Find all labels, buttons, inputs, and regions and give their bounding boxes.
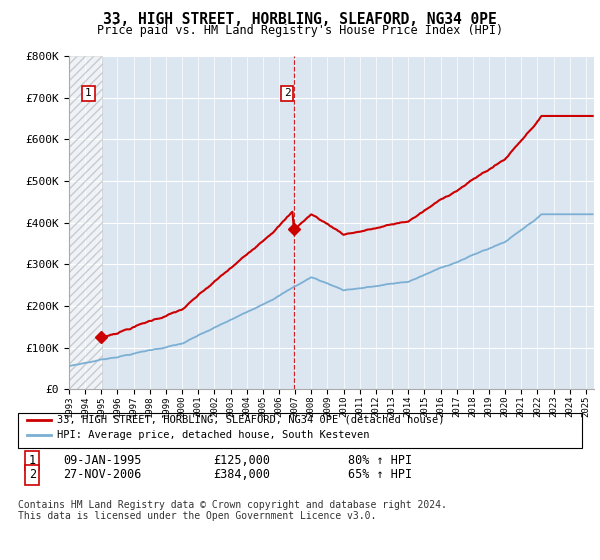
Bar: [69, 56, 102, 389]
Text: 2: 2: [29, 468, 36, 482]
Text: 65% ↑ HPI: 65% ↑ HPI: [348, 468, 412, 482]
Text: £125,000: £125,000: [213, 454, 270, 467]
Text: 09-JAN-1995: 09-JAN-1995: [63, 454, 142, 467]
Text: £384,000: £384,000: [213, 468, 270, 482]
Text: 27-NOV-2006: 27-NOV-2006: [63, 468, 142, 482]
Text: 1: 1: [85, 88, 92, 99]
Text: Contains HM Land Registry data © Crown copyright and database right 2024.
This d: Contains HM Land Registry data © Crown c…: [18, 500, 447, 521]
Text: HPI: Average price, detached house, South Kesteven: HPI: Average price, detached house, Sout…: [57, 430, 370, 440]
Text: 1: 1: [29, 454, 36, 467]
Text: 80% ↑ HPI: 80% ↑ HPI: [348, 454, 412, 467]
Text: 2: 2: [284, 88, 290, 99]
Text: 33, HIGH STREET, HORBLING, SLEAFORD, NG34 0PE: 33, HIGH STREET, HORBLING, SLEAFORD, NG3…: [103, 12, 497, 27]
Text: 33, HIGH STREET, HORBLING, SLEAFORD, NG34 0PE (detached house): 33, HIGH STREET, HORBLING, SLEAFORD, NG3…: [57, 415, 445, 425]
Text: Price paid vs. HM Land Registry's House Price Index (HPI): Price paid vs. HM Land Registry's House …: [97, 24, 503, 37]
